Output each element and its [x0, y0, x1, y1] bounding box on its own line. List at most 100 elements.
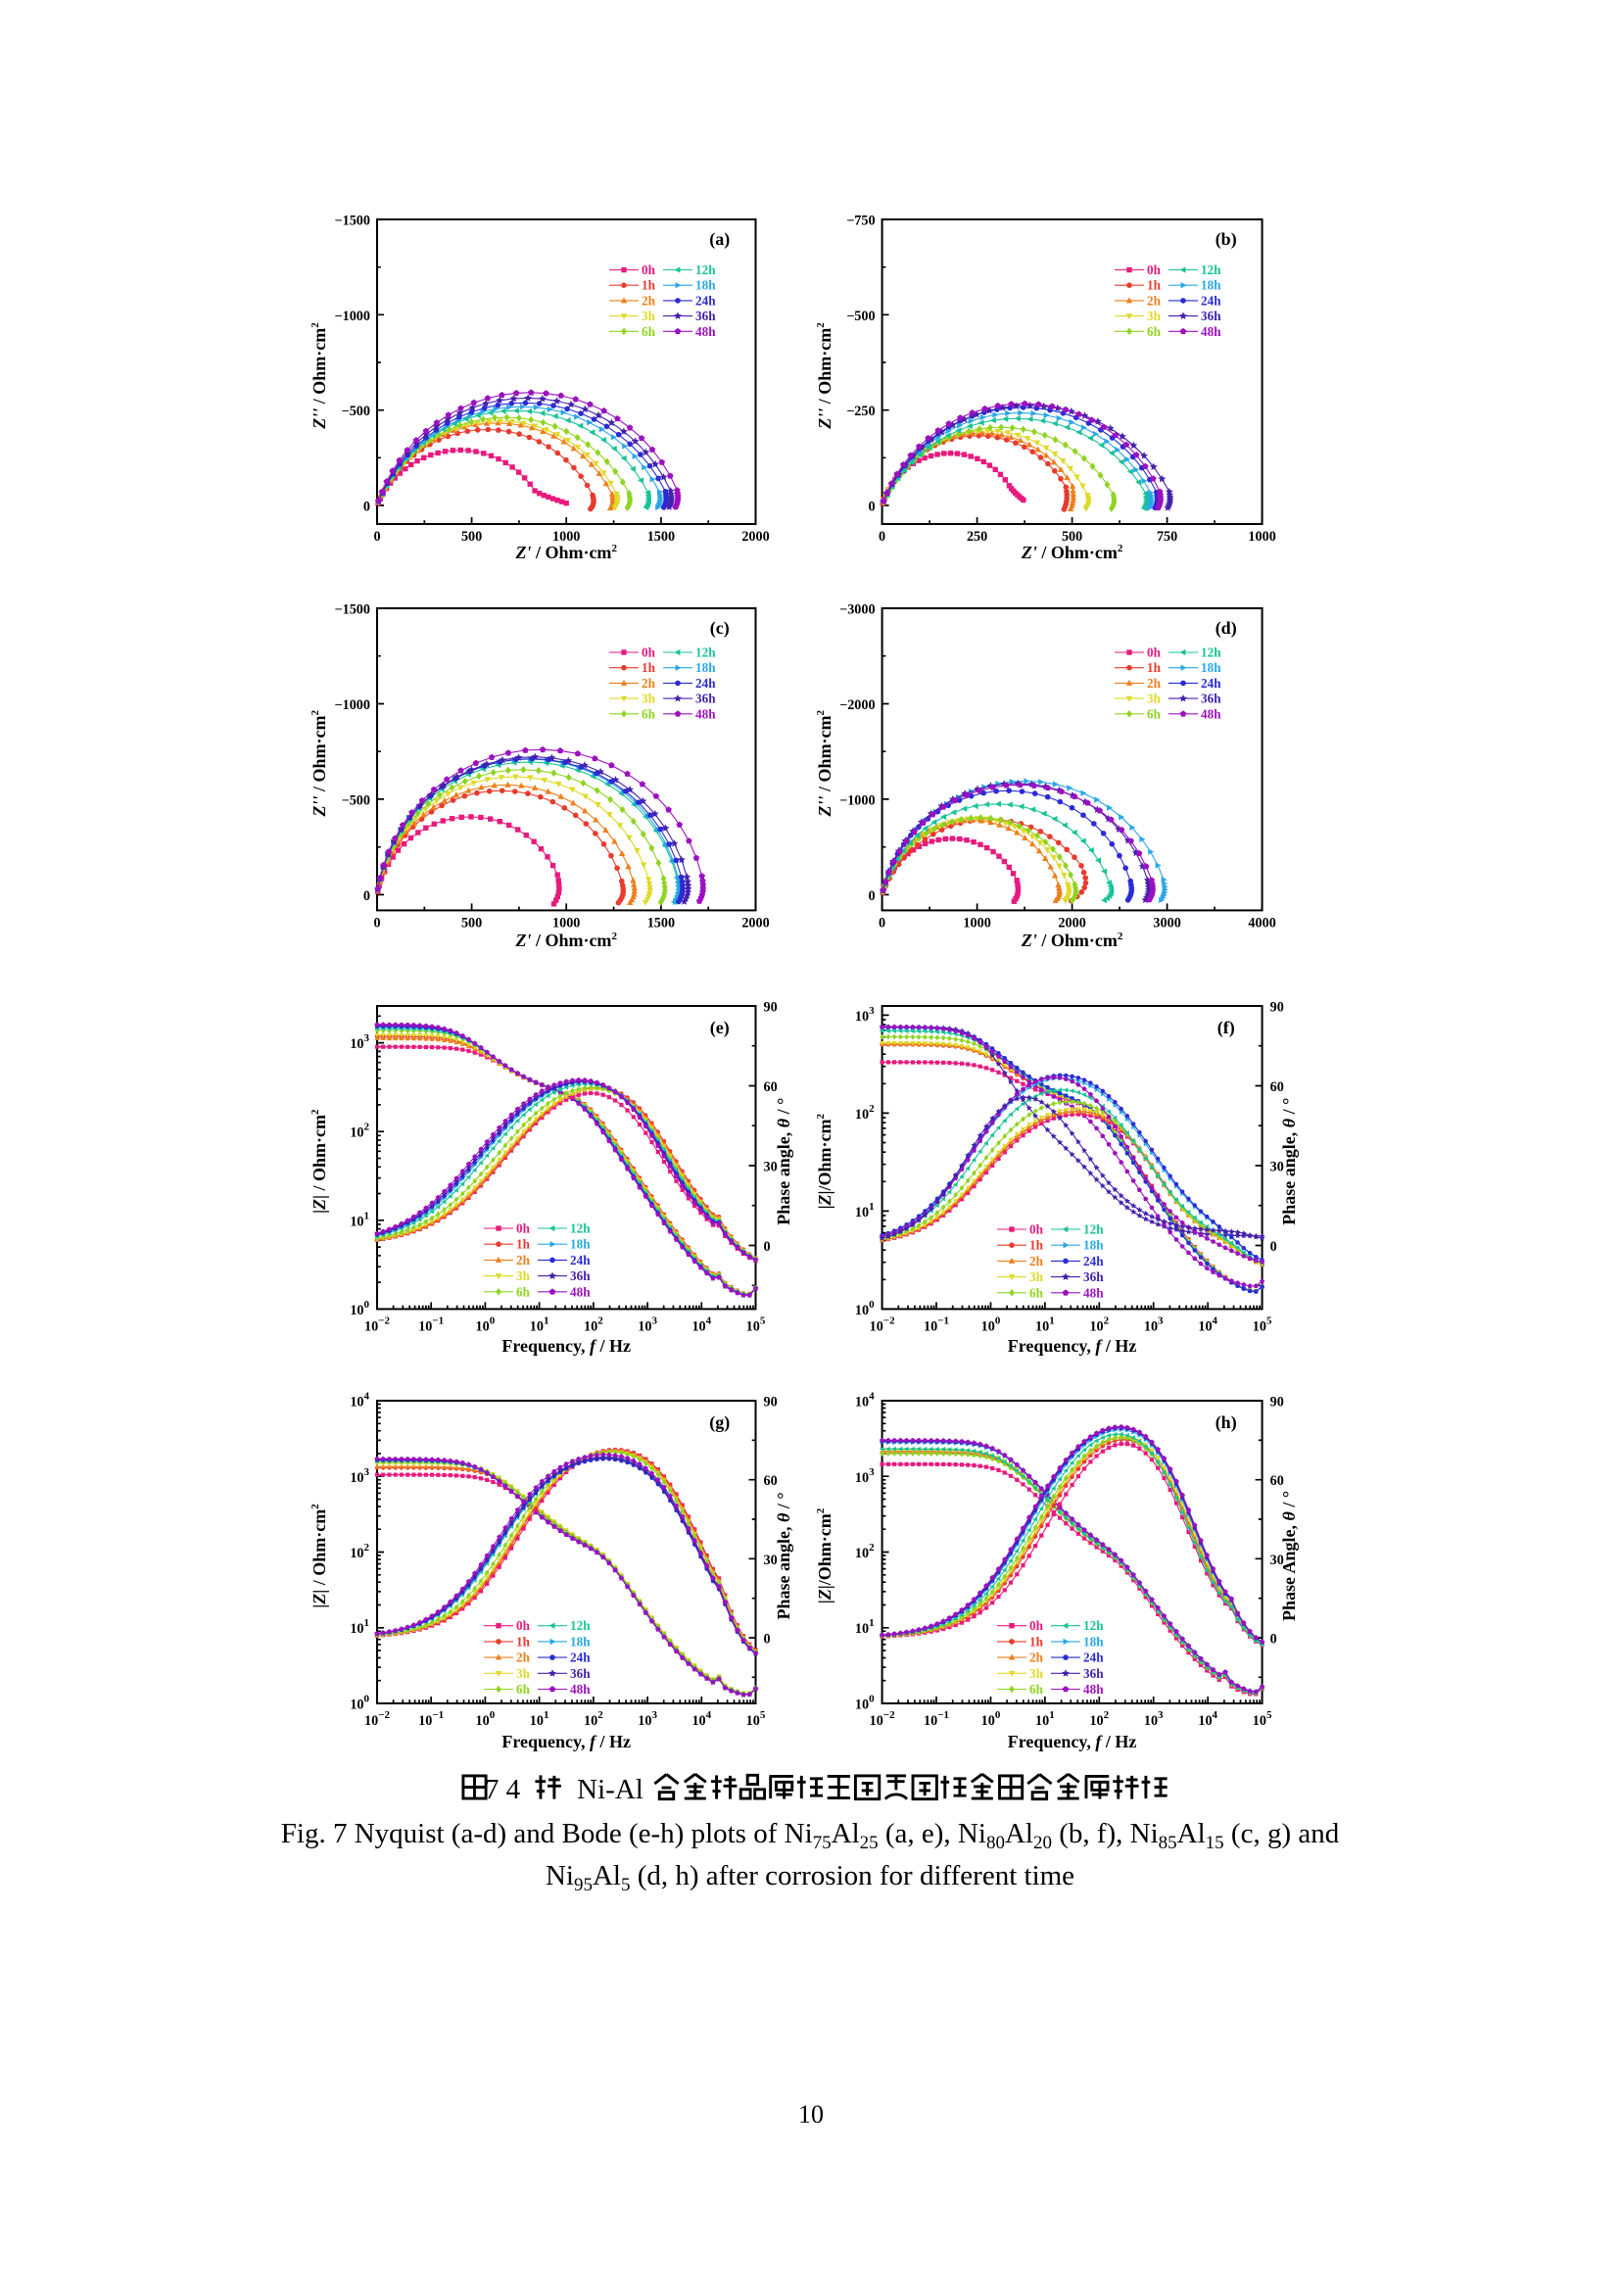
svg-text:7 4: 7 4	[485, 1774, 521, 1805]
svg-text:0h: 0h	[642, 646, 656, 660]
svg-text:48h: 48h	[570, 1284, 591, 1299]
svg-text:12h: 12h	[695, 646, 716, 660]
svg-text:1000: 1000	[963, 915, 990, 931]
svg-text:(b): (b)	[1215, 229, 1237, 250]
svg-text:18h: 18h	[570, 1634, 591, 1649]
svg-text:2h: 2h	[642, 676, 656, 691]
svg-text:24h: 24h	[570, 1253, 591, 1268]
svg-text:12h: 12h	[570, 1618, 591, 1633]
svg-text:6h: 6h	[1147, 706, 1162, 721]
svg-text:|Z| / Ohm·cm2: |Z| / Ohm·cm2	[310, 1504, 329, 1608]
svg-text:2000: 2000	[1058, 915, 1085, 931]
svg-text:1h: 1h	[642, 278, 656, 293]
svg-text:1h: 1h	[1029, 1238, 1044, 1253]
svg-text:18h: 18h	[1201, 660, 1221, 675]
svg-text:2h: 2h	[516, 1253, 531, 1268]
svg-text:6h: 6h	[516, 1284, 531, 1299]
svg-text:12h: 12h	[1083, 1222, 1104, 1237]
svg-text:2h: 2h	[1029, 1254, 1044, 1268]
svg-text:48h: 48h	[1201, 324, 1221, 339]
svg-text:2h: 2h	[642, 293, 656, 308]
svg-text:1h: 1h	[1029, 1634, 1044, 1649]
svg-text:3h: 3h	[1029, 1666, 1044, 1681]
svg-text:Fig. 7 Nyquist (a-d) and Bode: Fig. 7 Nyquist (a-d) and Bode (e-h) plot…	[281, 1818, 1340, 1853]
svg-text:3000: 3000	[1153, 915, 1180, 931]
svg-text:2h: 2h	[516, 1650, 531, 1665]
svg-text:60: 60	[764, 1473, 778, 1489]
svg-text:24h: 24h	[570, 1650, 591, 1665]
svg-text:2h: 2h	[1147, 293, 1162, 308]
svg-text:0: 0	[879, 915, 885, 931]
svg-text:18h: 18h	[695, 278, 716, 293]
svg-text:Frequency, f / Hz: Frequency, f / Hz	[1008, 1336, 1137, 1356]
svg-text:1h: 1h	[642, 660, 656, 675]
svg-text:Z'' / Ohm·cm2: Z'' / Ohm·cm2	[310, 322, 329, 430]
svg-text:36h: 36h	[570, 1666, 591, 1681]
svg-text:Z'' / Ohm·cm2: Z'' / Ohm·cm2	[815, 709, 834, 817]
svg-text:36h: 36h	[570, 1268, 591, 1283]
svg-text:0h: 0h	[516, 1618, 531, 1633]
svg-text:−500: −500	[342, 792, 370, 808]
svg-text:3h: 3h	[642, 309, 656, 323]
svg-text:0: 0	[373, 915, 380, 931]
svg-text:24h: 24h	[1201, 676, 1221, 691]
svg-text:90: 90	[1270, 1000, 1284, 1016]
svg-text:Frequency, f / Hz: Frequency, f / Hz	[1008, 1732, 1137, 1751]
svg-text:(a): (a)	[709, 229, 730, 250]
svg-text:Ni95Al5 (d, h) after corrosion: Ni95Al5 (d, h) after corrosion for diffe…	[546, 1860, 1074, 1895]
svg-text:24h: 24h	[1201, 293, 1221, 308]
svg-text:0: 0	[869, 500, 876, 515]
svg-text:36h: 36h	[1083, 1666, 1104, 1681]
svg-text:Phase Angle, θ / °: Phase Angle, θ / °	[1279, 1491, 1299, 1621]
svg-text:500: 500	[461, 915, 482, 931]
svg-text:18h: 18h	[570, 1237, 591, 1252]
svg-text:1h: 1h	[1147, 278, 1162, 293]
svg-text:12h: 12h	[695, 263, 716, 277]
svg-text:2h: 2h	[1147, 676, 1162, 691]
svg-text:0: 0	[879, 529, 885, 545]
svg-text:250: 250	[967, 529, 987, 545]
svg-text:18h: 18h	[1083, 1634, 1104, 1649]
svg-text:18h: 18h	[1201, 278, 1221, 293]
svg-text:1500: 1500	[647, 915, 675, 931]
svg-text:500: 500	[1062, 529, 1082, 545]
svg-text:90: 90	[1270, 1395, 1284, 1411]
svg-text:Ni-Al: Ni-Al	[577, 1774, 643, 1805]
svg-text:3h: 3h	[1147, 309, 1162, 323]
svg-text:90: 90	[764, 1395, 778, 1411]
svg-text:−1500: −1500	[335, 214, 370, 229]
svg-text:48h: 48h	[1083, 1285, 1104, 1300]
svg-text:Phase angle, θ / °: Phase angle, θ / °	[774, 1098, 793, 1225]
svg-text:1500: 1500	[647, 529, 675, 545]
svg-text:Z' / Ohm·cm2: Z' / Ohm·cm2	[514, 931, 617, 950]
svg-text:6h: 6h	[642, 324, 656, 339]
svg-text:1000: 1000	[1248, 529, 1275, 545]
svg-text:2000: 2000	[741, 529, 769, 545]
svg-text:0: 0	[764, 1239, 771, 1255]
svg-text:3h: 3h	[516, 1268, 531, 1283]
svg-text:18h: 18h	[1083, 1238, 1104, 1253]
svg-text:6h: 6h	[1029, 1285, 1044, 1300]
svg-text:12h: 12h	[1083, 1618, 1104, 1633]
svg-text:|Z|/Ohm·cm2: |Z|/Ohm·cm2	[815, 1507, 834, 1603]
svg-text:36h: 36h	[1201, 309, 1221, 323]
svg-text:−500: −500	[846, 309, 875, 324]
svg-text:30: 30	[764, 1160, 778, 1175]
svg-text:500: 500	[461, 529, 482, 545]
svg-text:48h: 48h	[1083, 1682, 1104, 1697]
svg-text:0h: 0h	[516, 1221, 531, 1236]
svg-text:Z'' / Ohm·cm2: Z'' / Ohm·cm2	[815, 322, 834, 430]
svg-text:6h: 6h	[642, 706, 656, 721]
svg-text:1000: 1000	[552, 915, 580, 931]
svg-text:(d): (d)	[1215, 618, 1237, 639]
svg-text:0h: 0h	[1147, 646, 1162, 660]
svg-text:Frequency, f / Hz: Frequency, f / Hz	[501, 1336, 631, 1356]
svg-text:0: 0	[869, 888, 876, 904]
svg-text:Phase angle, θ / °: Phase angle, θ / °	[1279, 1098, 1299, 1225]
svg-text:|Z|/Ohm·cm2: |Z|/Ohm·cm2	[815, 1113, 834, 1209]
svg-text:3h: 3h	[516, 1666, 531, 1681]
svg-text:0h: 0h	[1029, 1222, 1044, 1237]
svg-text:48h: 48h	[695, 706, 716, 721]
svg-text:36h: 36h	[1083, 1269, 1104, 1284]
svg-text:30: 30	[1270, 1160, 1284, 1175]
